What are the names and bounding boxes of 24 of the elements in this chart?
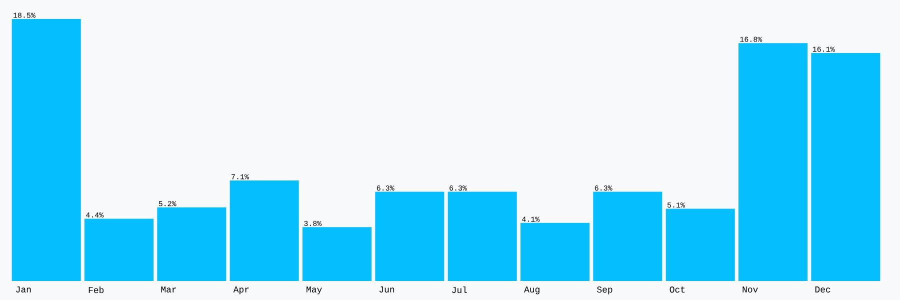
- bar: [593, 192, 662, 281]
- x-tick-label: Dec: [815, 286, 830, 293]
- x-tick-label: Mar: [161, 286, 176, 293]
- x-tick-label: Jan: [16, 286, 31, 293]
- x-tick-label: Sep: [597, 286, 612, 294]
- bar: [738, 43, 808, 281]
- bar: [12, 18, 81, 281]
- x-tick-label: Aug: [524, 286, 540, 294]
- bar: [375, 192, 444, 281]
- x-tick-label: Oct: [670, 286, 685, 293]
- bar: [230, 180, 299, 281]
- bar: [157, 207, 226, 281]
- bar: [448, 192, 517, 281]
- x-tick-label: Nov: [742, 286, 758, 293]
- bar: [84, 218, 154, 281]
- bar: [666, 208, 735, 281]
- x-tick-label: Feb: [88, 286, 104, 294]
- x-tick-label: Apr: [233, 286, 249, 294]
- bar: [302, 227, 372, 281]
- x-tick-label: May: [306, 286, 322, 294]
- x-tick-label: Jun: [379, 286, 394, 293]
- bar: [520, 222, 590, 281]
- bar: [811, 52, 880, 281]
- x-tick-label: Jul: [452, 286, 468, 294]
